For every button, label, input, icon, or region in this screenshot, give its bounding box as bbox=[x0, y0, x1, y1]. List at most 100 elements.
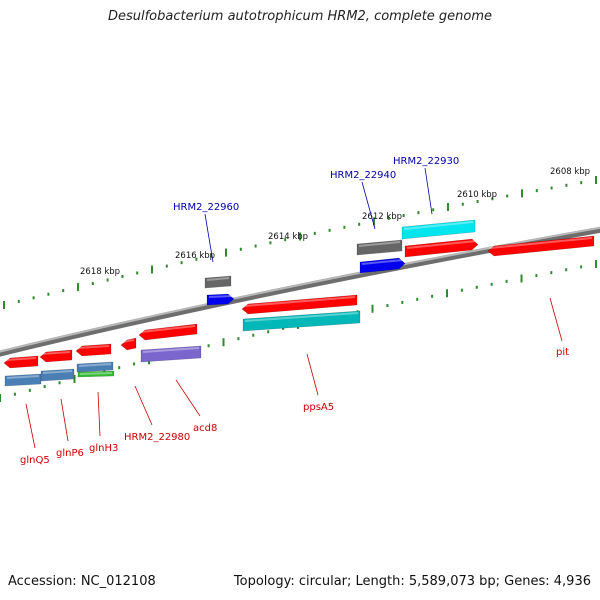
outer-ruler-tick bbox=[195, 257, 198, 261]
feature-steelblue-1[interactable] bbox=[4, 373, 42, 387]
inner-ruler-tick bbox=[520, 274, 523, 283]
feature-blue-2[interactable] bbox=[359, 257, 406, 274]
inner-ruler-tick bbox=[475, 285, 478, 289]
gene-label[interactable]: HRM2_22940 bbox=[330, 170, 396, 181]
feature-red-4-highlight bbox=[122, 339, 135, 343]
feature-red-2[interactable] bbox=[39, 349, 73, 363]
feature-steelblue-2[interactable] bbox=[40, 368, 75, 382]
outer-ruler-tick bbox=[535, 189, 538, 193]
outer-ruler-tick bbox=[299, 232, 301, 241]
inner-ruler-tick bbox=[416, 297, 419, 301]
gene-label[interactable]: HRM2_22930 bbox=[393, 156, 459, 167]
feature-red-6[interactable] bbox=[241, 294, 358, 315]
gene-label[interactable]: glnQ5 bbox=[20, 455, 50, 466]
gene-label[interactable]: acd8 bbox=[193, 423, 217, 434]
gene-label[interactable]: pit bbox=[556, 347, 569, 358]
outer-ruler-tick bbox=[62, 289, 65, 293]
inner-ruler-tick bbox=[386, 304, 389, 308]
backbone-highlight bbox=[0, 226, 600, 353]
outer-ruler-tick bbox=[432, 208, 435, 212]
inner-ruler-tick bbox=[505, 279, 508, 283]
inner-ruler-tick bbox=[460, 288, 463, 292]
feature-red-4[interactable] bbox=[120, 337, 137, 351]
inner-ruler-tick bbox=[431, 294, 434, 298]
feature-cyan-2-highlight bbox=[403, 221, 474, 230]
outer-ruler-tick bbox=[358, 222, 361, 226]
outer-ruler-tick bbox=[47, 292, 50, 296]
ruler-label: 2614 kbp bbox=[268, 232, 308, 242]
gene-label[interactable]: HRM2_22980 bbox=[124, 432, 190, 443]
outer-ruler-tick bbox=[373, 217, 375, 226]
feature-red-8-highlight bbox=[406, 240, 477, 249]
ruler-label: 2610 kbp bbox=[457, 190, 497, 200]
inner-ruler-tick bbox=[595, 260, 597, 268]
outer-ruler-tick bbox=[461, 202, 464, 206]
outer-ruler-tick bbox=[565, 183, 568, 187]
inner-ruler-tick bbox=[580, 265, 583, 269]
outer-ruler-tick bbox=[328, 228, 331, 232]
feature-green-1[interactable] bbox=[77, 370, 115, 378]
feature-cyan-2[interactable] bbox=[401, 219, 476, 240]
outer-ruler-tick bbox=[506, 194, 509, 198]
inner-ruler-tick bbox=[28, 388, 31, 392]
feature-red-1-highlight bbox=[5, 357, 37, 361]
inner-ruler-tick bbox=[401, 300, 404, 304]
feature-gray-1[interactable] bbox=[204, 275, 232, 289]
outer-ruler-tick bbox=[580, 181, 583, 185]
inner-ruler-tick bbox=[0, 394, 1, 402]
feature-blue-1-highlight bbox=[208, 295, 233, 298]
feature-red-3[interactable] bbox=[75, 343, 112, 357]
feature-blue-1[interactable] bbox=[206, 293, 235, 306]
feature-steelblue-3-highlight bbox=[78, 363, 112, 367]
leader-line bbox=[134, 385, 153, 426]
outer-ruler-tick bbox=[180, 261, 183, 265]
inner-ruler-tick bbox=[371, 304, 374, 313]
feature-blue-2-highlight bbox=[361, 259, 404, 265]
inner-ruler-tick bbox=[237, 337, 240, 341]
feature-red-2-highlight bbox=[41, 351, 71, 355]
ruler-label: 2612 kbp bbox=[362, 212, 402, 222]
ruler-labels: 2618 kbp 2616 kbp 2614 kbp 2612 kbp 2610 kbp… bbox=[80, 167, 590, 277]
outer-ruler-tick bbox=[254, 244, 257, 248]
outer-ruler-tick bbox=[165, 264, 168, 268]
outer-ruler-tick bbox=[491, 197, 494, 201]
outer-ruler-tick bbox=[447, 203, 449, 212]
gene-label[interactable]: glnP6 bbox=[56, 448, 84, 459]
feature-red-5[interactable] bbox=[138, 323, 198, 341]
outer-ruler-tick bbox=[91, 282, 94, 286]
gene-label[interactable]: glnH3 bbox=[89, 443, 118, 454]
feature-gray-2[interactable] bbox=[356, 239, 403, 256]
genome-summary-text: Topology: circular; Length: 5,589,073 bp… bbox=[233, 574, 591, 589]
feature-cyan-1[interactable] bbox=[242, 310, 361, 332]
feature-red-7-highlight bbox=[489, 237, 593, 249]
gene-label[interactable]: HRM2_22960 bbox=[173, 202, 239, 213]
leader-line bbox=[175, 379, 201, 417]
feature-red-3-highlight bbox=[77, 345, 110, 349]
inner-ruler-tick bbox=[282, 326, 285, 330]
feature-steelblue-1-highlight bbox=[6, 375, 40, 379]
leader-line bbox=[97, 391, 101, 437]
outer-ruler-tick bbox=[550, 186, 553, 190]
gene-label[interactable]: ppsA5 bbox=[303, 402, 334, 413]
outer-ruler-tick bbox=[284, 238, 287, 242]
label-leaders bbox=[25, 167, 563, 449]
feature-red-5-highlight bbox=[140, 325, 196, 333]
inner-ruler-tick bbox=[490, 282, 493, 286]
outer-ruler-tick bbox=[595, 176, 597, 184]
feature-cyan-1-highlight bbox=[244, 312, 359, 322]
feature-red-8[interactable] bbox=[404, 238, 479, 258]
feature-steelblue-2-highlight bbox=[42, 370, 73, 374]
inner-ruler-tick bbox=[535, 274, 538, 278]
feature-purple-1[interactable] bbox=[140, 345, 202, 363]
leader-line bbox=[361, 181, 376, 230]
feature-steelblue-3[interactable] bbox=[76, 361, 114, 373]
outer-ruler-tick bbox=[136, 271, 139, 275]
inner-ruler-tick bbox=[550, 271, 553, 275]
outer-ruler-tick bbox=[417, 211, 420, 215]
feature-red-1[interactable] bbox=[3, 355, 39, 369]
feature-red-7[interactable] bbox=[487, 235, 595, 257]
outer-ruler-tick bbox=[343, 225, 346, 229]
leader-line bbox=[306, 353, 319, 396]
outer-ruler-tick bbox=[3, 301, 5, 309]
